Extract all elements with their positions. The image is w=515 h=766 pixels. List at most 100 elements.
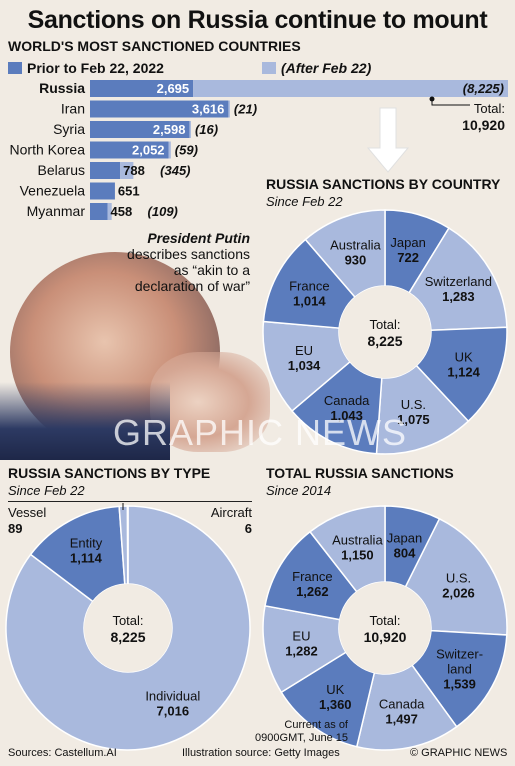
bar-category-label: Syria [53, 121, 85, 137]
slice-label-france: France [289, 278, 329, 293]
bar-after-value-label: (345) [160, 163, 190, 178]
slice-value-switzerland: 1,283 [442, 289, 475, 304]
slice-label-switzer-land: Switzer- [436, 646, 483, 661]
slice-value-entity: 1,114 [70, 551, 103, 566]
by-type-heading: RUSSIA SANCTIONS BY TYPE [8, 465, 211, 481]
bar-after [189, 121, 191, 138]
bar-category-label: Iran [61, 101, 85, 117]
bar-after [120, 162, 134, 179]
donut-hole [84, 584, 172, 672]
slice-label-uk: UK [326, 682, 344, 697]
slice-value-individual: 7,016 [157, 704, 190, 719]
slice-label-canada: Canada [379, 696, 425, 711]
bar-category-label: Belarus [38, 162, 85, 178]
bar-after [193, 80, 508, 97]
legend-prior: Prior to Feb 22, 2022 [8, 59, 164, 77]
slice-label-eu: EU [295, 343, 313, 358]
bar-prior-value-label: 2,695 [157, 81, 190, 96]
slice-value-australia: 930 [345, 252, 367, 267]
bar-prior [90, 80, 194, 97]
bar-prior-value-label: 651 [118, 184, 140, 199]
slice-label-japan: Japan [387, 530, 422, 545]
footer-copyright: © GRAPHIC NEWS [410, 747, 508, 759]
slice-value-switzer-land: 1,539 [443, 676, 476, 691]
bar-prior [90, 141, 169, 159]
bar-after-value-label: (59) [175, 143, 198, 158]
total-value: 10,920 [462, 117, 505, 133]
donut-total-label: Total: [369, 317, 400, 332]
donut-total-value: 8,225 [110, 629, 145, 645]
slice-label-eu: EU [292, 629, 310, 644]
watermark: GRAPHIC NEWS [112, 412, 408, 453]
slice-value-australia: 1,150 [341, 548, 374, 563]
bar-after [107, 203, 112, 220]
slice-label-japan: Japan [390, 235, 425, 250]
bar-after [228, 100, 230, 118]
donut-hole [339, 582, 431, 674]
bar-prior-value-label: 3,616 [192, 102, 225, 117]
quote-text: describes sanctions as “akin to a declar… [127, 246, 250, 294]
bar-prior [90, 182, 115, 200]
bar-prior [90, 121, 190, 138]
quote-speaker: President Putin [147, 230, 250, 246]
slice-value-canada: 1,497 [385, 711, 418, 726]
slice-value-japan: 804 [394, 545, 416, 560]
legend-prior-label: Prior to Feb 22, 2022 [27, 59, 164, 76]
slice-label-uk: UK [455, 349, 473, 364]
slice-label-individual: Individual [145, 689, 200, 704]
footer-current: Current as of 0900GMT, June 15 [190, 719, 348, 745]
slice-value-u-s: 1,075 [397, 412, 430, 427]
donut-total-value: 10,920 [364, 629, 407, 645]
slice-value-eu: 1,034 [288, 358, 321, 373]
slice-label-australia: Australia [332, 533, 383, 548]
donut-total-label: Total: [369, 613, 400, 628]
slice-label-aircraft: Aircraft [211, 505, 253, 520]
putin-illustration [0, 232, 290, 460]
slice-value-aircraft: 6 [245, 521, 252, 536]
bar-prior-value-label: 788 [123, 163, 145, 178]
putin-quote: President Putin describes sanctions as “… [118, 230, 250, 294]
slice-label-vessel: Vessel [8, 505, 46, 520]
total-russia-subheading: Since 2014 [266, 483, 332, 498]
slice-label-u-s: U.S. [401, 397, 426, 412]
slice-value-u-s: 2,026 [442, 585, 475, 600]
bar-after [168, 141, 171, 159]
footer-current-line1: Current as of [284, 719, 348, 731]
bar-category-label: Venezuela [20, 183, 86, 199]
portrait-hand-shape [150, 352, 270, 452]
bar-prior-value-label: 2,052 [132, 143, 165, 158]
slice-value-canada: 1,043 [330, 408, 363, 423]
bar-prior [90, 162, 121, 179]
bar-category-label: North Korea [10, 142, 86, 158]
total-leader-line [431, 99, 470, 106]
donut-total-value: 8,225 [367, 333, 402, 349]
legend-swatch-after [262, 61, 276, 74]
slice-label-france: France [292, 569, 332, 584]
slice-label-switzer-land: land [447, 661, 472, 676]
footer-sources: Sources: Castellum.AI [8, 747, 117, 759]
bar-after-value-label: (109) [148, 204, 178, 219]
most-sanctioned-heading: WORLD'S MOST SANCTIONED COUNTRIES [8, 38, 301, 54]
by-country-heading: RUSSIA SANCTIONS BY COUNTRY [266, 176, 501, 192]
footer-current-line2: 0900GMT, June 15 [255, 732, 348, 744]
by-country-subheading: Since Feb 22 [266, 194, 343, 209]
bar-after-value-label: (21) [234, 102, 257, 117]
slice-value-vessel: 89 [8, 521, 22, 536]
donut-hole [339, 286, 431, 378]
bar-category-label: Russia [39, 80, 85, 96]
bar-prior [90, 203, 108, 220]
slice-value-france: 1,014 [293, 293, 326, 308]
footer-illustration-credit: Illustration source: Getty Images [182, 747, 340, 759]
bar-category-label: Myanmar [27, 203, 86, 219]
infographic-title: Sanctions on Russia continue to mount [27, 6, 488, 34]
slice-value-france: 1,262 [296, 584, 329, 599]
bar-after-value-label: (8,225) [463, 81, 504, 96]
legend-after-label: (After Feb 22) [281, 59, 372, 76]
bar-prior-value-label: 458 [111, 204, 133, 219]
bar-prior-value-label: 2,598 [153, 122, 186, 137]
bar-prior [90, 100, 229, 118]
